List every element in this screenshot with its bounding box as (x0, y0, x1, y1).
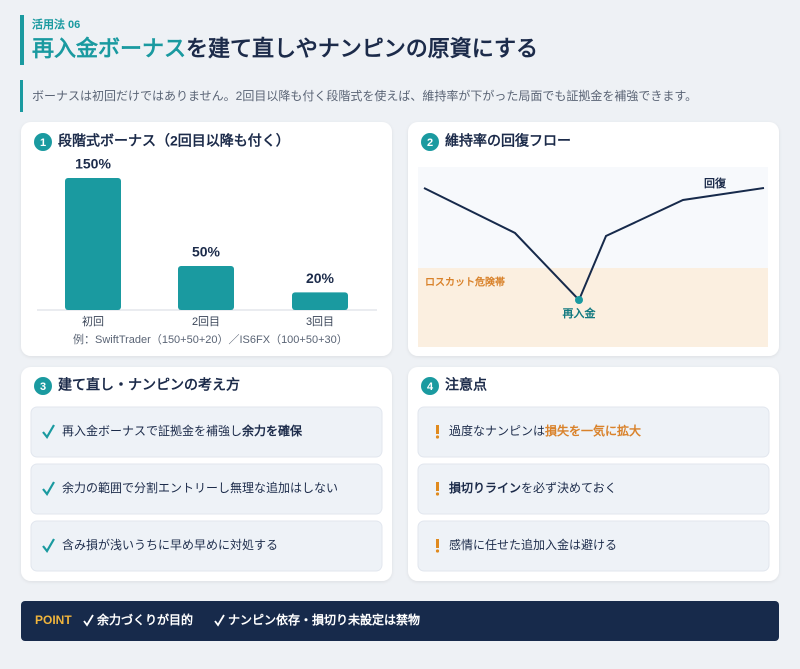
point-bar (21, 601, 779, 641)
card-number: 4 (427, 381, 434, 393)
warn-icon (436, 425, 439, 434)
list-item (417, 463, 770, 515)
accent-bar (20, 15, 24, 65)
item-text: 余力の範囲で分割エントリーし無理な追加はしない (62, 480, 338, 495)
item-segment: 過度なナンピンは (449, 423, 545, 438)
check-icon (42, 481, 55, 496)
card-number: 2 (427, 137, 433, 149)
flow-dot (575, 296, 583, 304)
warn-icon (436, 539, 439, 548)
card-title: 注意点 (445, 377, 487, 393)
check-icon (42, 538, 55, 553)
warn-icon (436, 482, 439, 491)
lead: ボーナスは初回だけではありません。2回目以降も付く段階式を使えば、維持率が下がっ… (32, 88, 697, 103)
point-item: 余力づくりが目的 (96, 612, 193, 627)
category-label: 2回目 (192, 315, 220, 328)
card-title: 建て直し・ナンピンの考え方 (58, 377, 240, 393)
category-label: 初回 (82, 314, 104, 328)
item-segment: 余力の範囲で分割エントリーし無理な追加はしない (62, 480, 338, 495)
check-icon (214, 614, 225, 627)
item-text: 損切りラインを必ず決めておく (449, 480, 617, 495)
item-segment: 損失を一気に拡大 (545, 423, 641, 438)
item-text: 過度なナンピンは損失を一気に拡大 (449, 423, 641, 438)
card-title: 維持率の回復フロー (445, 133, 571, 149)
item-text: 含み損が浅いうちに早め早めに対処する (62, 537, 278, 552)
list-item (417, 520, 770, 572)
title: 再入金ボーナスを建て直しやナンピンの原資にする (32, 36, 538, 61)
item-text: 感情に任せた追加入金は避ける (449, 537, 617, 552)
item-segment: 余力を確保 (241, 423, 303, 438)
card-number: 1 (40, 137, 46, 149)
title-rest: を建て直しやナンピンの原資にする (186, 36, 538, 61)
title-highlight: 再入金ボーナス (32, 36, 186, 61)
note: 例：SwiftTrader（150+50+20）／IS6FX（100+50+30… (73, 332, 348, 346)
value-label: 50% (192, 244, 221, 260)
card-title: 段階式ボーナス（2回目以降も付く） (58, 133, 290, 149)
card-number: 3 (40, 381, 46, 393)
item-text: 再入金ボーナスで証拠金を補強し余力を確保 (62, 423, 303, 438)
accent-bar (20, 80, 23, 112)
recovery-label: 回復 (704, 176, 727, 190)
danger-zone (418, 268, 768, 347)
item-segment: 感情に任せた追加入金は避ける (449, 537, 617, 552)
value-label: 150% (75, 156, 111, 172)
list-item (417, 406, 770, 458)
check-icon (42, 424, 55, 439)
item-segment: 再入金ボーナスで証拠金を補強し (62, 423, 242, 438)
item-segment: を必ず決めておく (521, 481, 617, 495)
danger-label: ロスカット危険帯 (425, 276, 505, 289)
number-badge (421, 133, 439, 151)
point-item: ナンピン依存・損切り未設定は禁物 (228, 612, 420, 627)
item-segment: 損切りライン (449, 480, 521, 495)
list-item (30, 406, 383, 458)
number-badge (34, 377, 52, 395)
list-item (30, 463, 383, 515)
point-label: POINT (35, 613, 72, 627)
section-label: 活用法 06 (32, 17, 80, 31)
redeposit-label: 再入金 (563, 306, 597, 320)
item-segment: 含み損が浅いうちに早め早めに対処する (62, 537, 278, 552)
warn-icon (435, 492, 440, 496)
bar (65, 178, 121, 310)
warn-icon (435, 435, 440, 439)
bar (292, 292, 348, 310)
warn-icon (435, 549, 440, 553)
number-badge (34, 133, 52, 151)
category-label: 3回目 (306, 315, 334, 328)
flow-line (423, 187, 765, 302)
value-label: 20% (306, 270, 335, 286)
number-badge (421, 377, 439, 395)
check-icon (83, 614, 94, 627)
bar (178, 266, 234, 310)
list-item (30, 520, 383, 572)
